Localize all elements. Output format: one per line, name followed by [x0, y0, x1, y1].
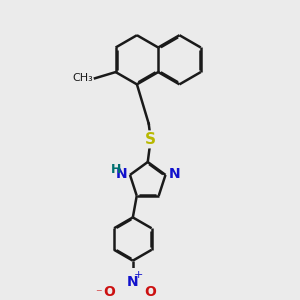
Text: S: S [145, 132, 156, 147]
Text: N: N [168, 167, 180, 181]
Text: N: N [127, 275, 139, 289]
Text: H: H [111, 164, 121, 176]
Text: O: O [145, 285, 157, 299]
Text: +: + [134, 270, 143, 280]
Text: ⁻: ⁻ [95, 288, 102, 300]
Text: CH₃: CH₃ [72, 73, 93, 83]
Text: N: N [116, 167, 127, 181]
Text: O: O [103, 285, 115, 299]
